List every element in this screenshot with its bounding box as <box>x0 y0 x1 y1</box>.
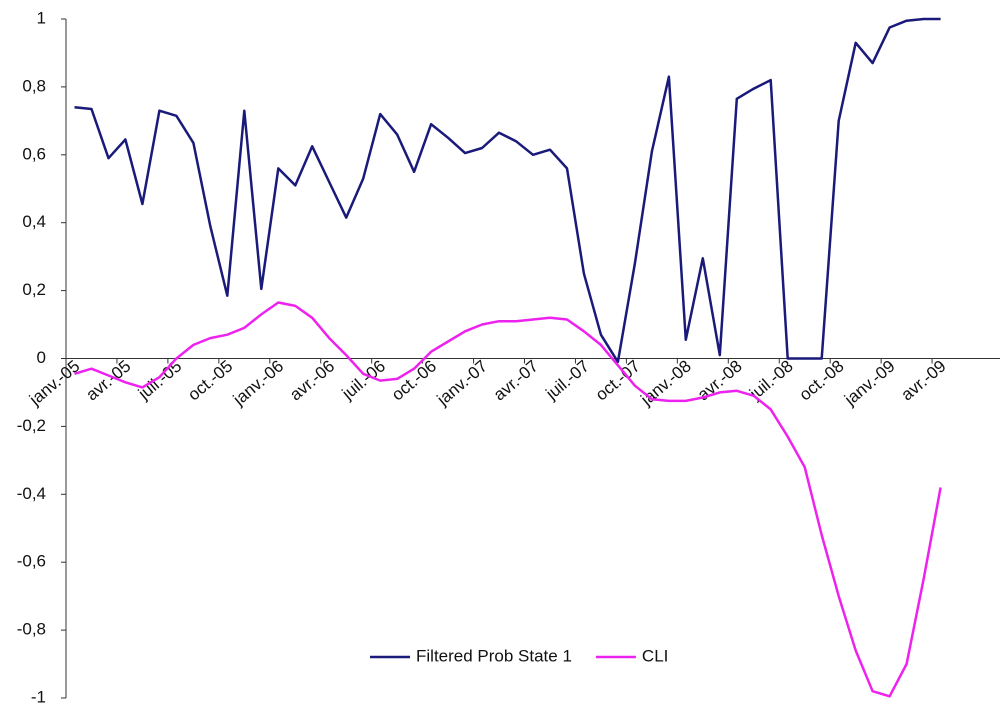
x-tick-label: juil.-05 <box>134 356 185 403</box>
y-tick-label: 0,8 <box>22 76 46 95</box>
x-tick-label: janv.-06 <box>229 356 287 409</box>
x-tick-label: avr.-05 <box>82 356 134 404</box>
legend-label: Filtered Prob State 1 <box>416 646 572 665</box>
x-tick-label: janv.-05 <box>25 356 83 409</box>
x-tick-label: avr.-07 <box>490 356 542 404</box>
x-tick-label: oct.-06 <box>388 356 440 404</box>
x-tick-label: avr.-09 <box>897 356 949 404</box>
x-tick-label: avr.-06 <box>286 356 338 404</box>
y-tick-label: 0,2 <box>22 280 46 299</box>
x-tick-label: janv.-09 <box>840 356 898 409</box>
y-tick-label: 0,4 <box>22 212 46 231</box>
x-tick-label: oct.-08 <box>796 356 848 404</box>
x-tick-label: juil.-07 <box>542 356 593 403</box>
y-tick-label: -0,2 <box>17 416 46 435</box>
y-tick-label: -1 <box>31 687 46 706</box>
y-tick-label: 0,6 <box>22 144 46 163</box>
series-line <box>74 17 941 364</box>
legend-label: CLI <box>642 646 668 665</box>
y-tick-label: 0 <box>37 348 46 367</box>
y-tick-label: -0,8 <box>17 620 46 639</box>
series-line <box>74 301 942 698</box>
x-tick-label: oct.-05 <box>184 356 236 404</box>
x-tick-label: janv.-07 <box>433 356 491 409</box>
y-tick-label: 1 <box>37 8 46 27</box>
y-tick-label: -0,6 <box>17 552 46 571</box>
y-tick-label: -0,4 <box>17 484 46 503</box>
